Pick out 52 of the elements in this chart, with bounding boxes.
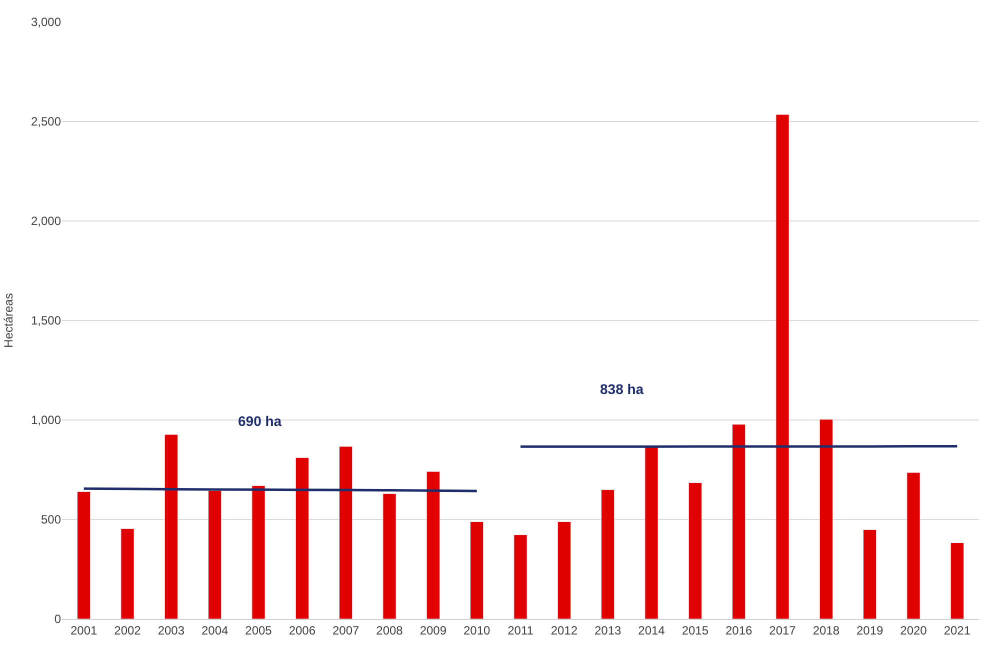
x-tick-label: 2009 <box>420 623 447 638</box>
x-tick-label: 2019 <box>856 623 884 638</box>
x-tick-label: 2013 <box>594 623 622 638</box>
bar <box>863 529 877 619</box>
x-tick-label: 2008 <box>376 623 404 638</box>
y-tick-label: 2,500 <box>30 114 62 129</box>
bar <box>644 446 658 619</box>
x-tick-label: 2017 <box>769 623 796 638</box>
x-tick-label: 2018 <box>812 623 840 638</box>
bar <box>776 114 790 619</box>
x-tick-label: 2001 <box>70 623 98 638</box>
bar <box>514 534 528 619</box>
bar <box>732 424 746 619</box>
annotation: 838 ha <box>600 381 644 397</box>
bar <box>208 490 222 619</box>
x-tick-label: 2002 <box>114 623 142 638</box>
bar <box>164 434 178 619</box>
x-tick-label: 2012 <box>550 623 578 638</box>
y-tick-label: 500 <box>40 512 62 527</box>
bar <box>382 493 396 619</box>
bar <box>950 542 964 619</box>
annotation: 690 ha <box>238 413 282 429</box>
x-tick-label: 2004 <box>201 623 228 638</box>
x-tick-label: 2011 <box>508 623 534 638</box>
x-tick-label: 2003 <box>158 623 185 638</box>
x-tick-label: 2015 <box>682 623 709 638</box>
y-tick-label: 1,500 <box>30 314 62 328</box>
bar <box>426 471 440 619</box>
bar <box>688 482 702 619</box>
bar <box>339 446 353 619</box>
y-tick-label: 1,000 <box>30 413 62 428</box>
bar <box>906 472 920 619</box>
bar <box>557 521 571 619</box>
bar <box>470 521 484 619</box>
y-tick-label: 0 <box>54 612 62 626</box>
y-axis-title: Hectáreas <box>1 293 16 348</box>
x-tick-label: 2021 <box>944 623 971 638</box>
bar <box>120 528 134 619</box>
x-tick-label: 2016 <box>725 623 752 638</box>
bar <box>77 491 91 619</box>
bar <box>295 457 309 619</box>
y-tick-label: 2,000 <box>30 214 62 228</box>
y-tick-label: 3,000 <box>30 15 62 30</box>
x-tick-label: 2010 <box>463 623 490 638</box>
x-tick-label: 2006 <box>288 623 316 638</box>
x-tick-label: 2007 <box>332 623 360 638</box>
bar <box>601 489 615 619</box>
bar <box>252 485 266 619</box>
x-tick-label: 2020 <box>900 623 928 638</box>
bar <box>819 419 833 619</box>
x-tick-label: 2005 <box>245 623 272 638</box>
x-tick-label: 2014 <box>638 623 666 638</box>
